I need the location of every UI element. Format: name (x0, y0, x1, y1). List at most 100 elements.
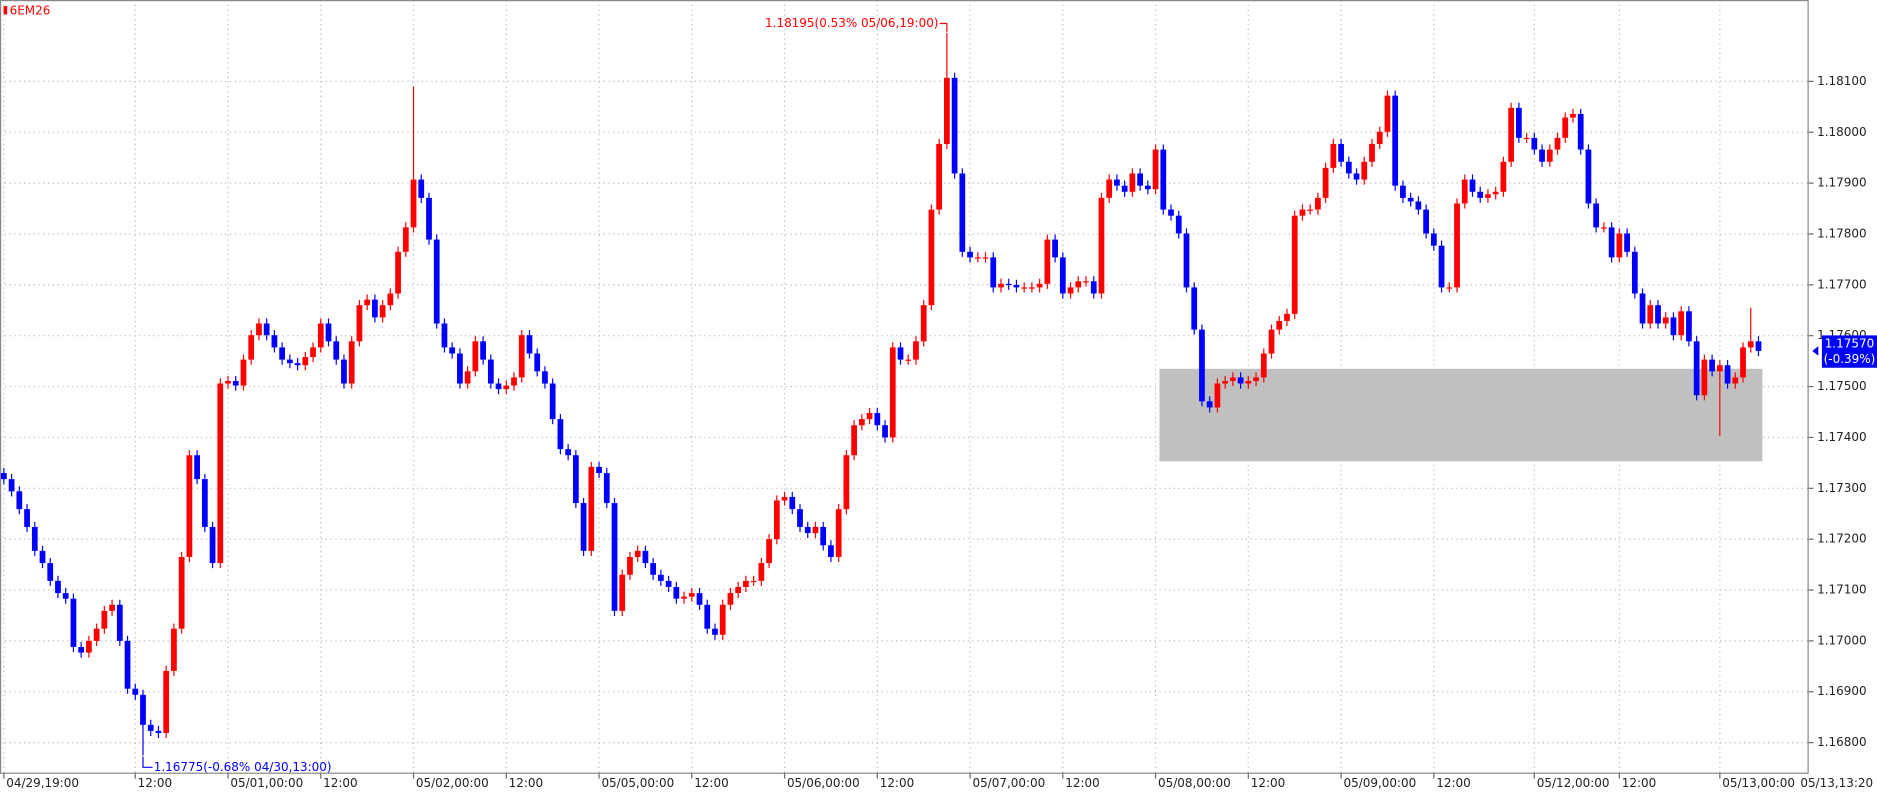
candle-body (1098, 197, 1105, 294)
candle-body (1546, 149, 1553, 162)
candle-body (495, 383, 502, 390)
y-tick-label: 1.17000 (1817, 633, 1867, 647)
candle-body (1260, 353, 1267, 378)
candle-body (1477, 191, 1484, 198)
candle-body (1740, 347, 1746, 378)
candle-body (480, 341, 486, 360)
candle-body (1129, 173, 1136, 192)
candle-body (1647, 305, 1654, 324)
candle-body (449, 347, 456, 354)
y-tick-label: 1.17300 (1817, 481, 1867, 495)
symbol-icon (3, 6, 8, 15)
x-tick-label: 05/08,00:00 (1158, 776, 1231, 790)
candle-body (1021, 287, 1028, 289)
candle-body (1631, 251, 1638, 294)
candle-body (426, 197, 432, 240)
candle-body (619, 574, 626, 611)
candle-body (1206, 401, 1213, 408)
candle-body (302, 357, 309, 366)
candle-body (1013, 284, 1020, 288)
candle-body (1662, 317, 1669, 324)
candle-body (1693, 341, 1700, 396)
candle-body (572, 455, 579, 504)
candle-body (557, 419, 564, 450)
candle-body (1322, 167, 1329, 198)
y-tick-label: 1.18100 (1817, 74, 1867, 88)
candle-body (279, 347, 286, 360)
candle-body (1330, 143, 1337, 168)
candle-body (743, 580, 749, 587)
candle-body (665, 580, 672, 587)
candle-body (1400, 185, 1406, 198)
candle-body (171, 628, 177, 671)
y-tick-label: 1.17400 (1817, 430, 1867, 444)
candle-body (704, 604, 711, 629)
last-price-label: 1.17570 (1825, 336, 1875, 350)
candle-body (1152, 149, 1159, 190)
candle-body (1454, 203, 1460, 288)
candle-body (727, 593, 734, 605)
candle-body (1222, 380, 1229, 384)
x-tick-label: 12:00 (323, 776, 358, 790)
x-tick-label: 12:00 (138, 776, 173, 790)
candle-body (1137, 173, 1143, 186)
candle-body (1183, 233, 1190, 288)
y-tick-label: 1.17200 (1817, 532, 1867, 546)
candle-body (974, 257, 981, 259)
x-tick-label: 05/07,00:00 (972, 776, 1045, 790)
candle-body (1577, 113, 1584, 150)
candle-body (534, 353, 541, 372)
x-tick-label: 04/29,19:00 (6, 776, 79, 790)
candle-body (1732, 377, 1739, 384)
candle-body (781, 496, 788, 501)
candle-body (634, 550, 641, 557)
candle-body (441, 323, 448, 348)
candle-body (209, 526, 216, 564)
high-label: 1.18195(0.53% 05/06,19:00) (765, 16, 938, 30)
candle-body (1307, 209, 1314, 211)
symbol: 6EM26 (10, 3, 51, 17)
candle-body (1353, 173, 1360, 180)
y-tick-label: 1.16800 (1817, 735, 1867, 749)
candle-body (1106, 179, 1113, 198)
x-tick-label: 12:00 (1622, 776, 1657, 790)
x-tick-label: 12:00 (509, 776, 544, 790)
candle-body (1461, 179, 1468, 204)
candle-body (1701, 359, 1708, 396)
candle-body (1044, 239, 1051, 284)
candle-body (882, 425, 888, 438)
candle-body (86, 640, 92, 653)
candle-body (364, 299, 371, 306)
candle-body (1114, 179, 1120, 186)
candle-body (201, 479, 208, 527)
candle-body (766, 539, 772, 564)
candle-body (271, 335, 278, 348)
candle-body (542, 371, 548, 384)
candle-body (1315, 197, 1321, 210)
candle-body (147, 724, 154, 731)
candle-body (194, 455, 200, 480)
x-tick-label: 05/02,00:00 (416, 776, 489, 790)
candle-body (804, 526, 811, 534)
candle-body (1005, 283, 1012, 286)
candle-body (24, 509, 30, 527)
x-tick-label: 05/13,00:00 (1722, 776, 1795, 790)
candle-body (990, 257, 997, 288)
candle-body (31, 526, 38, 551)
candle-body (1075, 281, 1082, 288)
candle-body (897, 347, 904, 360)
x-tick-label: 05/09,00:00 (1343, 776, 1416, 790)
candle-body (116, 604, 123, 641)
candle-body (418, 179, 425, 198)
candle-body (1268, 329, 1275, 354)
candle-body (627, 556, 633, 575)
x-tick-label: 12:00 (880, 776, 914, 790)
candle-body (325, 323, 332, 342)
candle-body (758, 563, 765, 581)
candle-body (178, 556, 185, 629)
candle-body (588, 466, 595, 551)
candle-body (1036, 283, 1043, 288)
candle-body (642, 550, 649, 564)
candle-body (681, 596, 687, 599)
candle-body (109, 604, 115, 611)
